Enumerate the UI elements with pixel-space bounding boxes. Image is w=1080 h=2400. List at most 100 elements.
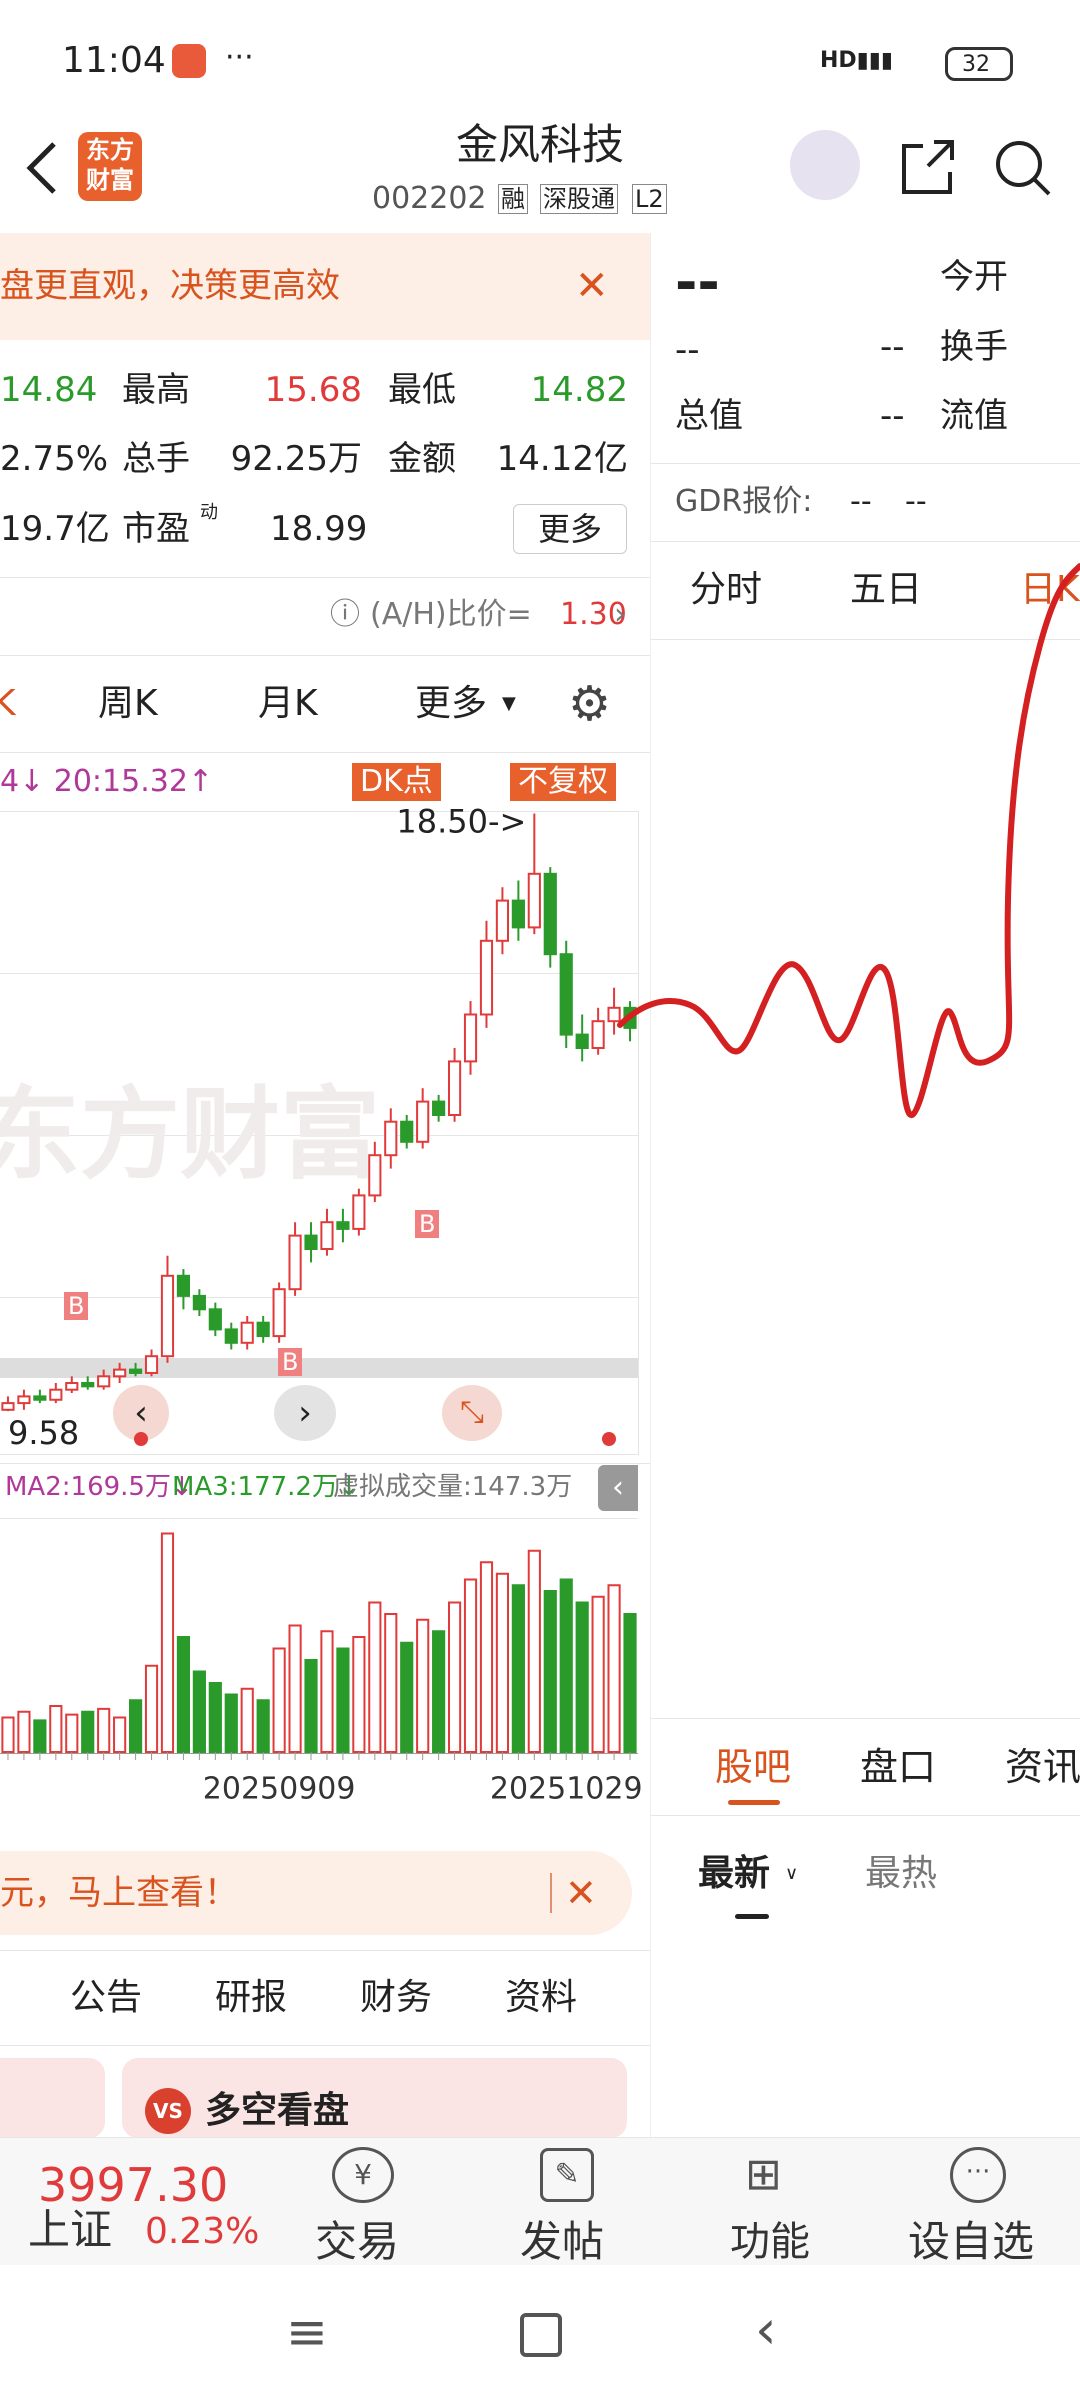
assistant-avatar[interactable]: [790, 130, 860, 200]
banner: [0, 233, 650, 340]
promo[interactable]: [0, 1851, 632, 1935]
news-tab[interactable]: 公告: [70, 1977, 143, 2018]
period-tab[interactable]: 更多: [415, 683, 488, 724]
volume-bar: [479, 1561, 494, 1753]
candle-body: [256, 1321, 270, 1338]
community-tab[interactable]: 盘口: [860, 1745, 937, 1789]
candle-body: [1, 1402, 15, 1411]
volume-bar: [176, 1636, 191, 1753]
back-key[interactable]: ‹: [755, 2298, 777, 2361]
volume-bar: [400, 1641, 414, 1753]
period-tab[interactable]: K: [0, 683, 16, 724]
quote-label: 总手: [122, 439, 190, 479]
banner-close[interactable]: ✕: [575, 263, 609, 309]
news-tab[interactable]: 研报: [215, 1977, 288, 2018]
period-tab[interactable]: 周K: [98, 683, 158, 724]
sort-tab[interactable]: 最热: [865, 1853, 938, 1894]
field-value: --: [675, 330, 700, 370]
separator: [550, 1873, 552, 1913]
nav-item[interactable]: 交易: [315, 2217, 400, 2266]
adjust-button[interactable]: 不复权: [510, 763, 616, 801]
quote-value: 18.99: [270, 509, 368, 549]
volume-bar: [368, 1601, 382, 1753]
buy-marker: B: [415, 1210, 440, 1238]
candle-body: [113, 1368, 127, 1378]
volume-bar: [575, 1601, 589, 1753]
field-label: 今开: [940, 257, 1008, 297]
index-name[interactable]: 上证: [28, 2205, 113, 2254]
signal: HD▮▮▮: [820, 48, 893, 73]
divider: [651, 463, 1080, 464]
candle-body: [479, 939, 494, 1016]
divider: [0, 2045, 650, 2046]
volume-bar: [384, 1613, 398, 1753]
candle-body: [432, 1100, 446, 1116]
stock-name: 金风科技: [455, 120, 625, 169]
chart-tab[interactable]: 分时: [690, 569, 763, 610]
x-tick-label: 20251029: [490, 1772, 643, 1807]
index-change[interactable]: 0.23%: [145, 2211, 260, 2252]
divider: [0, 1463, 650, 1464]
candle-body: [272, 1288, 286, 1338]
candle-body: [511, 899, 525, 929]
nav-item[interactable]: 设自选: [908, 2217, 1035, 2266]
menu-key[interactable]: ≡: [286, 2303, 328, 2361]
dk-button[interactable]: DK点: [352, 763, 441, 801]
expand-button[interactable]: ⤡: [442, 1385, 502, 1441]
next-button[interactable]: ›: [274, 1385, 336, 1441]
tab-indicator: [728, 1800, 780, 1805]
promo-text: 元，马上查看！: [0, 1873, 238, 1913]
volume-bar: [320, 1630, 334, 1753]
divider: [651, 1718, 1080, 1719]
sort-tab[interactable]: 最新: [698, 1853, 771, 1894]
divider: [0, 752, 650, 753]
quote-value: 2.75%: [0, 439, 109, 479]
candle-body: [81, 1382, 95, 1388]
candle-body: [495, 899, 510, 942]
tag: 融: [498, 184, 528, 214]
candle-body: [65, 1382, 79, 1391]
chart-tab[interactable]: 五日: [850, 569, 923, 610]
tab-indicator: [735, 1914, 769, 1919]
collapse-tab[interactable]: ‹: [598, 1465, 638, 1511]
volume-bar: [432, 1630, 446, 1753]
news-tab[interactable]: 资料: [505, 1977, 578, 2018]
candle-body: [575, 1033, 589, 1049]
card-icon: VS: [145, 2088, 191, 2134]
field-label: 流值: [940, 396, 1008, 436]
card[interactable]: [0, 2058, 105, 2138]
dot: [134, 1432, 148, 1446]
share-button[interactable]: [898, 138, 958, 198]
volume-bar: [543, 1590, 557, 1753]
divider: [651, 541, 1080, 542]
volume-bar: [447, 1601, 462, 1753]
dot: [602, 1432, 616, 1446]
search-button[interactable]: [993, 138, 1053, 198]
candle-body: [543, 872, 557, 956]
period-tab[interactable]: 月K: [258, 683, 318, 724]
candle-body: [416, 1100, 430, 1143]
news-tab[interactable]: 财务: [360, 1977, 433, 2018]
volume-ma: MA2:169.5万↓: [5, 1472, 193, 1502]
home-key[interactable]: [520, 2313, 562, 2357]
candle-body: [33, 1395, 47, 1401]
candle-body: [17, 1395, 31, 1405]
card[interactable]: [122, 2058, 627, 2138]
back-button[interactable]: [22, 140, 62, 196]
tag: 深股通: [540, 184, 618, 214]
nav-item[interactable]: 功能: [730, 2219, 810, 2265]
more-button[interactable]: 更多: [513, 504, 627, 554]
index-value[interactable]: 3997.30: [38, 2158, 229, 2212]
prev-button[interactable]: ‹: [113, 1385, 169, 1441]
panel-border: [650, 233, 651, 2137]
volume-bar: [113, 1716, 127, 1753]
settings-button[interactable]: ⚙: [568, 676, 612, 732]
candle-body: [304, 1234, 318, 1250]
chart-tab[interactable]: 日K: [1020, 569, 1080, 610]
nav-item[interactable]: 发帖: [520, 2217, 605, 2266]
candle-body: [352, 1194, 366, 1230]
promo-close[interactable]: ✕: [565, 1871, 597, 1915]
candle-body: [400, 1120, 414, 1143]
community-tab[interactable]: 资讯: [1005, 1745, 1080, 1789]
community-tab[interactable]: 股吧: [715, 1745, 792, 1789]
